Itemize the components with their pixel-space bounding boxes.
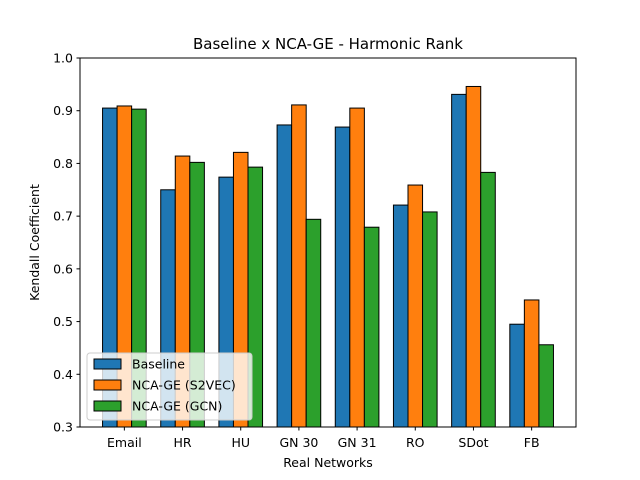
bar-ro-series-2 [407, 184, 424, 428]
legend-label: Baseline [132, 357, 185, 372]
bar-gn-30-series-2 [291, 104, 307, 428]
y-tick-label: 0.7 [53, 209, 73, 224]
bar-gn-31-series-2 [349, 107, 365, 428]
x-tick-label: Email [107, 435, 142, 450]
y-tick-label: 0.8 [53, 156, 73, 171]
legend-label: NCA-GE (GCN) [132, 399, 222, 414]
x-axis-label: Real Networks [283, 455, 373, 470]
legend-swatch [93, 379, 122, 391]
legend: Baseline NCA-GE (S2VEC) NCA-GE (GCN) [86, 352, 253, 421]
y-tick-label: 0.3 [53, 420, 73, 435]
x-tick-label: GN 30 [279, 435, 318, 450]
bar-fb-series-1 [509, 323, 525, 428]
x-tick-label: FB [524, 435, 540, 450]
y-axis: 0.3 0.4 0.5 0.6 0.7 0.8 0.9 1.0 [53, 51, 80, 435]
y-tick-label: 1.0 [53, 51, 73, 66]
bar-sdot-series-1 [451, 93, 467, 428]
chart-title: Baseline x NCA-GE - Harmonic Rank [193, 35, 463, 53]
legend-swatch [93, 358, 122, 370]
y-tick-label: 0.5 [53, 314, 73, 329]
bar-gn-30-series-3 [305, 218, 322, 428]
x-tick-label: HU [231, 435, 250, 450]
legend-swatch [93, 400, 122, 412]
x-tick-label: GN 31 [338, 435, 377, 450]
bar-gn-31-series-3 [363, 226, 380, 428]
legend-label: NCA-GE (S2VEC) [132, 378, 236, 393]
y-tick-label: 0.9 [53, 103, 73, 118]
x-tick-label: HR [173, 435, 191, 450]
x-tick-label: SDot [458, 435, 488, 450]
y-axis-label: Kendall Coefficient [27, 184, 42, 301]
bar-fb-series-2 [523, 299, 540, 428]
x-axis: Email HR HU GN 30 GN 31 RO SDot FB [107, 427, 540, 450]
bar-ro-series-3 [422, 211, 438, 428]
bar-sdot-series-2 [465, 85, 482, 428]
legend-box [86, 352, 253, 421]
bar-sdot-series-3 [480, 171, 496, 428]
bar-ro-series-1 [392, 204, 409, 428]
x-tick-label: RO [406, 435, 425, 450]
bar-gn-30-series-1 [276, 124, 293, 428]
bar-gn-31-series-1 [334, 126, 351, 428]
plot-frame [79, 57, 577, 428]
y-tick-label: 0.4 [53, 367, 73, 382]
y-tick-label: 0.6 [53, 261, 73, 276]
bar-fb-series-3 [538, 344, 554, 428]
